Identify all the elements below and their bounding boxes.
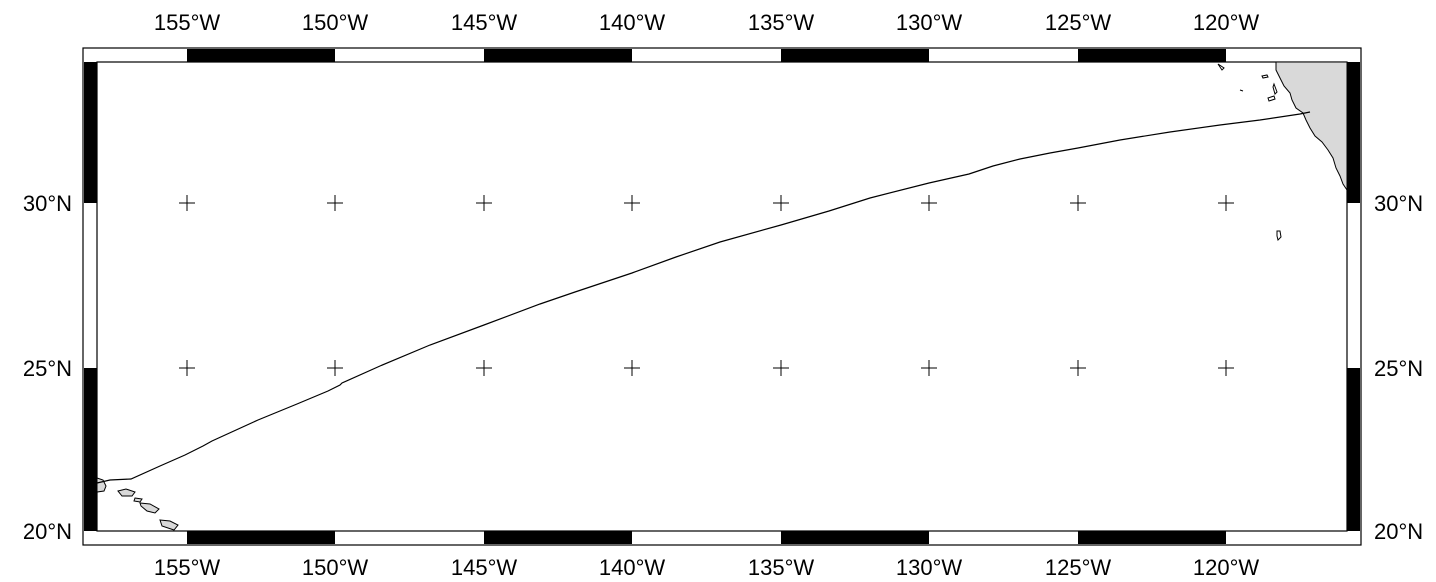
lon-label-top: 145°W: [451, 10, 518, 35]
grid-cross: [624, 360, 640, 376]
bottom-frame-bars: [187, 531, 1226, 544]
frame-bar: [84, 62, 97, 203]
island: [1239, 89, 1244, 92]
grid-cross: [921, 195, 937, 211]
right-latitude-labels: 30°N 25°N 20°N: [1374, 191, 1423, 544]
frame-bar: [1347, 368, 1360, 531]
grid-cross: [1070, 360, 1086, 376]
lon-label-top: 130°W: [896, 10, 963, 35]
grid-cross: [179, 360, 195, 376]
left-latitude-labels: 30°N 25°N 20°N: [23, 191, 72, 544]
frame-bar: [187, 531, 335, 544]
grid-cross: [327, 195, 343, 211]
map-outer-frame: [82, 47, 1362, 546]
graticule-crosses: [179, 195, 1234, 376]
frame-bar: [484, 531, 632, 544]
grid-cross: [773, 195, 789, 211]
coastal-islands: [1217, 63, 1282, 241]
frame-bar: [84, 368, 97, 531]
grid-cross: [327, 360, 343, 376]
grid-cross: [476, 195, 492, 211]
top-frame-bars: [187, 49, 1226, 62]
guadalupe-island: [1276, 230, 1282, 241]
frame-bar: [1078, 531, 1226, 544]
bottom-longitude-labels: 155°W 150°W 145°W 140°W 135°W 130°W 125°…: [154, 555, 1260, 580]
island-maui: [117, 488, 136, 497]
frame-bar: [781, 49, 929, 62]
left-frame-bars: [84, 62, 97, 531]
island: [1272, 82, 1278, 95]
lat-label-left: 25°N: [23, 356, 72, 381]
lon-label-bottom: 125°W: [1045, 555, 1112, 580]
grid-cross: [773, 360, 789, 376]
grid-cross: [476, 360, 492, 376]
grid-cross: [921, 360, 937, 376]
lon-label-top: 150°W: [302, 10, 369, 35]
top-longitude-labels: 155°W 150°W 145°W 140°W 135°W 130°W 125°…: [154, 10, 1260, 35]
frame-bar: [1347, 62, 1360, 203]
lon-label-bottom: 120°W: [1193, 555, 1260, 580]
map-area: [96, 61, 1348, 532]
frame-bar: [1078, 49, 1226, 62]
lon-label-top: 140°W: [599, 10, 666, 35]
lat-label-left: 30°N: [23, 191, 72, 216]
island-kauai: [159, 519, 179, 531]
island: [1261, 74, 1269, 79]
lon-label-bottom: 140°W: [599, 555, 666, 580]
grid-cross: [1218, 360, 1234, 376]
lat-label-right: 20°N: [1374, 519, 1423, 544]
lon-label-bottom: 130°W: [896, 555, 963, 580]
lat-label-right: 30°N: [1374, 191, 1423, 216]
grid-cross: [624, 195, 640, 211]
grid-cross: [179, 195, 195, 211]
ship-track: [96, 111, 1311, 484]
frame-bar: [781, 531, 929, 544]
island: [1267, 95, 1276, 102]
lon-label-top: 120°W: [1193, 10, 1260, 35]
grid-cross: [1218, 195, 1234, 211]
lon-label-top: 155°W: [154, 10, 221, 35]
lon-label-bottom: 155°W: [154, 555, 221, 580]
lat-label-right: 25°N: [1374, 356, 1423, 381]
island: [1217, 63, 1225, 71]
right-frame-bars: [1347, 62, 1360, 531]
lon-label-top: 135°W: [748, 10, 815, 35]
lon-label-top: 125°W: [1045, 10, 1112, 35]
island-oahu: [139, 502, 160, 514]
lat-label-left: 20°N: [23, 519, 72, 544]
island-molokai: [133, 497, 143, 503]
grid-cross: [1070, 195, 1086, 211]
frame-bar: [187, 49, 335, 62]
lon-label-bottom: 145°W: [451, 555, 518, 580]
california-coast-landmass: [1275, 61, 1348, 192]
frame-bar: [484, 49, 632, 62]
lon-label-bottom: 135°W: [748, 555, 815, 580]
lon-label-bottom: 150°W: [302, 555, 369, 580]
